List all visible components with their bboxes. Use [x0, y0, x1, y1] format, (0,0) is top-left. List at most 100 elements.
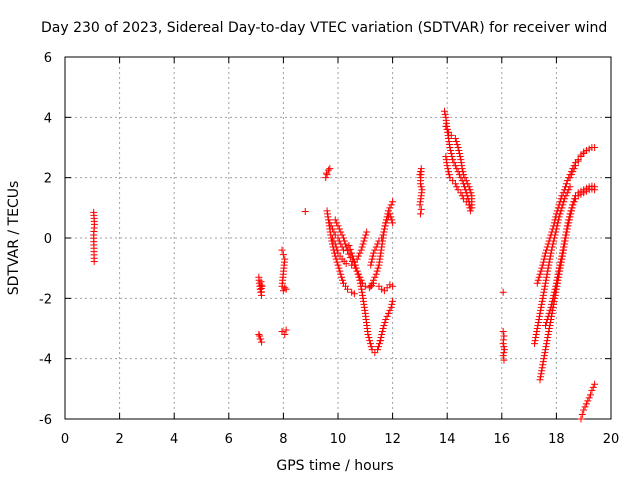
data-point [536, 376, 544, 384]
data-point [338, 231, 346, 239]
data-point [335, 225, 343, 233]
data-point [451, 134, 459, 142]
data-point [554, 204, 562, 212]
y-tick-label: -4 [39, 353, 52, 368]
data-point [258, 282, 266, 290]
data-point [301, 207, 309, 215]
data-point [367, 343, 375, 351]
data-point [500, 349, 508, 357]
data-point [323, 169, 331, 177]
data-point [416, 210, 424, 218]
data-point [257, 335, 265, 343]
data-point [543, 315, 551, 323]
data-point [416, 201, 424, 209]
data-point [551, 285, 559, 293]
data-point [327, 222, 335, 230]
data-point [541, 279, 549, 287]
data-point [539, 294, 547, 302]
series-group [533, 148, 588, 287]
data-point [563, 222, 571, 230]
data-point [542, 246, 550, 254]
data-point [374, 264, 382, 272]
data-point [363, 228, 371, 236]
data-point [557, 195, 565, 203]
data-point [540, 352, 548, 360]
data-point [536, 309, 544, 317]
series-group [329, 228, 371, 269]
data-point [331, 216, 339, 224]
data-point [337, 270, 345, 278]
data-point [541, 282, 549, 290]
y-tick-labels: -6 -4 -2 0 2 4 6 [39, 51, 52, 428]
data-point [539, 291, 547, 299]
y-tick-label: -2 [39, 292, 52, 307]
data-point [540, 285, 548, 293]
data-point [536, 270, 544, 278]
x-axis-label: GPS time / hours [276, 458, 393, 474]
series-group [322, 165, 334, 182]
data-point [543, 337, 551, 345]
data-point [467, 189, 475, 197]
data-point [330, 228, 338, 236]
data-point [532, 331, 540, 339]
data-point [342, 260, 350, 268]
data-point [255, 331, 263, 339]
y-tick-label: -6 [39, 413, 52, 428]
data-point [417, 205, 425, 213]
data-point [546, 234, 554, 242]
data-point [90, 258, 98, 266]
data-point [354, 252, 362, 260]
data-point [554, 270, 562, 278]
data-point [534, 318, 542, 326]
data-point [387, 303, 395, 311]
data-point [550, 288, 558, 296]
data-point [447, 147, 455, 155]
data-point [354, 270, 362, 278]
data-point [567, 171, 575, 179]
data-point [362, 231, 370, 239]
data-point [388, 216, 396, 224]
data-point [278, 246, 286, 254]
data-point [450, 159, 458, 167]
data-point [538, 300, 546, 308]
data-point [560, 240, 568, 248]
data-point [591, 186, 599, 194]
data-point [357, 282, 365, 290]
data-point [556, 258, 564, 266]
data-point [457, 189, 465, 197]
data-point [535, 273, 543, 281]
data-point [371, 246, 379, 254]
data-point [358, 288, 366, 296]
data-point [531, 340, 539, 348]
data-point [562, 183, 569, 191]
series-group [566, 144, 599, 182]
data-point [466, 204, 474, 212]
data-point [376, 337, 384, 345]
data-point [551, 216, 559, 224]
chart-title: Day 230 of 2023, Sidereal Day-to-day VTE… [41, 20, 607, 36]
x-tick-label: 12 [384, 432, 401, 447]
data-point [357, 246, 365, 254]
data-point [353, 267, 361, 275]
data-point [541, 252, 549, 260]
data-point [374, 346, 382, 354]
data-point [329, 234, 337, 242]
series-group [375, 281, 397, 345]
data-point [568, 204, 576, 212]
data-point [500, 343, 508, 351]
data-point [545, 237, 553, 245]
data-point [552, 213, 560, 221]
data-point [591, 144, 599, 151]
data-point [541, 249, 549, 257]
data-point [366, 340, 374, 348]
data-point [499, 328, 507, 336]
data-point [550, 222, 558, 230]
data-point [464, 180, 472, 188]
data-point [416, 180, 424, 188]
data-point [459, 168, 467, 176]
data-point [588, 386, 596, 394]
x-tick-label: 18 [548, 432, 565, 447]
data-point [388, 300, 396, 308]
data-point [332, 255, 340, 263]
data-point [547, 303, 555, 311]
